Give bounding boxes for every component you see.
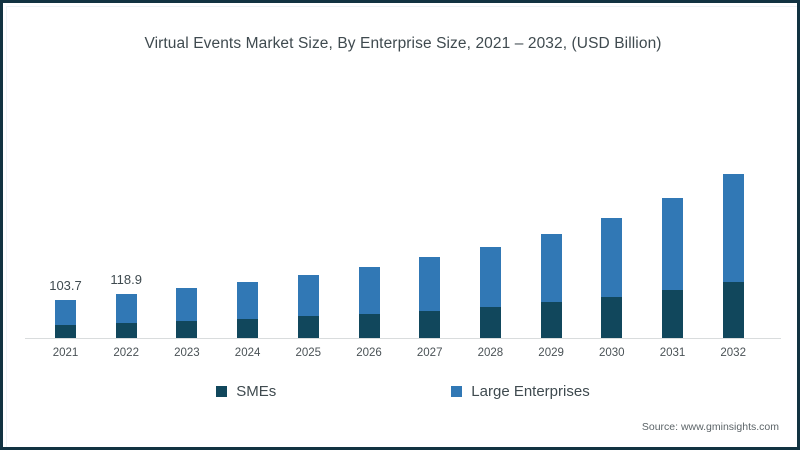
bar-column[interactable] [601, 218, 623, 338]
bar-column[interactable] [358, 266, 380, 338]
legend-label-large-enterprises: Large Enterprises [471, 383, 590, 400]
x-tick-label: 2031 [659, 347, 686, 359]
bar-segment-smes[interactable] [237, 318, 259, 338]
bar-segment-smes[interactable] [662, 290, 683, 338]
bar-column[interactable]: 118.9 [110, 272, 142, 338]
bar-column[interactable] [237, 281, 259, 338]
bar-segment-large-enterprises[interactable] [722, 174, 744, 283]
bar-segment-large-enterprises[interactable] [176, 288, 198, 321]
bar-segment-large-enterprises[interactable] [419, 257, 441, 311]
bar-segment-large-enterprises[interactable] [601, 218, 623, 298]
x-tick-label: 2025 [295, 347, 322, 359]
bar-value-label: 103.7 [49, 277, 82, 293]
x-axis-line [25, 338, 781, 339]
bar-segment-smes[interactable] [55, 324, 76, 338]
bar-segment-smes[interactable] [419, 310, 441, 338]
x-tick-label: 2023 [174, 347, 200, 359]
bar-column[interactable] [662, 198, 683, 338]
bar-value-label: 118.9 [110, 271, 142, 287]
bar-segment-smes[interactable] [601, 297, 623, 338]
bar-segment-smes[interactable] [540, 302, 562, 338]
legend-item-large-enterprises[interactable]: Large Enterprises [451, 383, 590, 400]
x-tick-label: 2022 [113, 347, 139, 359]
source-attribution: Source: www.gminsights.com [641, 421, 779, 433]
bar-segment-large-enterprises[interactable] [479, 246, 501, 307]
bar-segment-large-enterprises[interactable] [115, 293, 137, 323]
legend-swatch-smes [216, 386, 228, 397]
x-tick-label: 2021 [52, 347, 79, 359]
bar-segment-large-enterprises[interactable] [662, 198, 683, 291]
chart-title: Virtual Events Market Size, By Enterpris… [144, 35, 662, 52]
x-tick-label: 2024 [234, 347, 261, 359]
legend-label-smes: SMEs [236, 383, 277, 400]
bar-segment-smes[interactable] [115, 322, 137, 338]
bar-column[interactable] [540, 233, 562, 338]
bar-column[interactable] [176, 288, 198, 338]
bar-segment-large-enterprises[interactable] [540, 233, 562, 303]
bar-segment-smes[interactable] [358, 313, 380, 338]
x-tick-label: 2027 [416, 347, 443, 359]
bar-segment-smes[interactable] [722, 282, 744, 338]
bar-column[interactable]: 103.7 [49, 278, 82, 338]
legend-item-smes[interactable]: SMEs [216, 383, 276, 400]
bar-segment-large-enterprises[interactable] [297, 274, 319, 317]
bar-segment-large-enterprises[interactable] [358, 266, 380, 314]
x-tick-label: 2026 [356, 347, 382, 359]
bar-column[interactable] [722, 174, 744, 338]
x-tick-label: 2030 [599, 347, 625, 359]
bar-column[interactable] [297, 274, 319, 338]
legend-swatch-large-enterprises [451, 386, 463, 397]
bar-segment-smes[interactable] [176, 320, 198, 338]
bar-column[interactable] [419, 257, 441, 338]
x-tick-label: 2028 [477, 347, 504, 359]
bar-column[interactable] [479, 246, 501, 338]
bar-segment-large-enterprises[interactable] [55, 299, 76, 325]
chart-legend: SMEs Large Enterprises [3, 383, 797, 400]
bar-segment-large-enterprises[interactable] [237, 281, 259, 319]
bar-segment-smes[interactable] [479, 306, 501, 338]
x-tick-label: 2029 [538, 347, 564, 359]
x-tick-label: 2032 [720, 347, 746, 359]
bar-segment-smes[interactable] [297, 316, 319, 338]
